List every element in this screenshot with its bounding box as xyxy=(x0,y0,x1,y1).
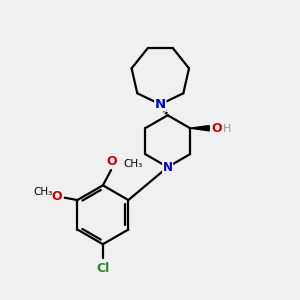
Text: O: O xyxy=(51,190,62,203)
Text: CH₃: CH₃ xyxy=(33,188,52,197)
Text: CH₃: CH₃ xyxy=(124,158,143,169)
Text: O: O xyxy=(211,122,222,135)
Polygon shape xyxy=(190,126,209,131)
Text: H: H xyxy=(223,124,231,134)
Text: N: N xyxy=(163,160,173,174)
Text: O: O xyxy=(106,155,117,168)
Text: N: N xyxy=(155,98,166,111)
Text: (((: ((( xyxy=(196,124,205,133)
Text: Cl: Cl xyxy=(96,262,110,275)
